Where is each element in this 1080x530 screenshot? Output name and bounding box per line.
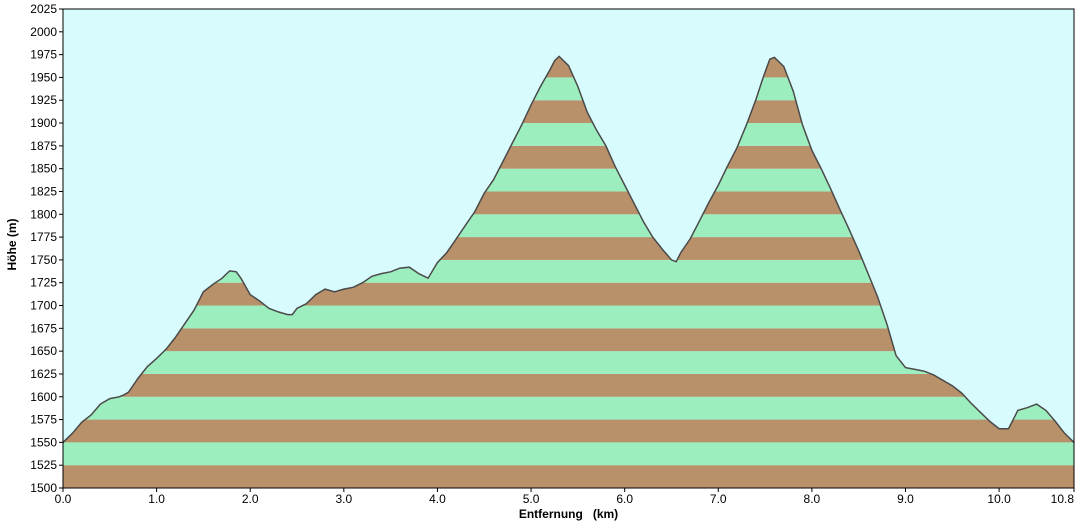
x-axis-title: Entfernung (km)	[519, 507, 618, 521]
y-tick-label: 1850	[30, 162, 57, 176]
y-tick-label: 1600	[30, 390, 57, 404]
elevation-band	[63, 328, 1074, 352]
y-tick-label: 1525	[30, 458, 57, 472]
y-tick-label: 2000	[30, 25, 57, 39]
x-tick-label: 5.0	[523, 492, 540, 506]
x-tick-label: 10.0	[987, 492, 1011, 506]
y-tick-label: 2025	[30, 2, 57, 16]
y-tick-label: 1550	[30, 435, 57, 449]
y-tick-label: 1925	[30, 93, 57, 107]
y-tick-label: 1900	[30, 116, 57, 130]
y-tick-label: 1825	[30, 184, 57, 198]
x-tick-label: 6.0	[616, 492, 633, 506]
elevation-band	[63, 419, 1074, 443]
y-tick-label: 1775	[30, 230, 57, 244]
x-tick-label: 10.8	[1051, 492, 1075, 506]
elevation-band	[63, 442, 1074, 466]
y-tick-label: 1625	[30, 367, 57, 381]
y-tick-label: 1975	[30, 48, 57, 62]
x-tick-label: 9.0	[897, 492, 914, 506]
y-axis: 1500 1525 1550 1575 1600 1625 1650 1675 1700 1725…	[30, 2, 63, 495]
y-tick-label: 1675	[30, 321, 57, 335]
y-tick-label: 1800	[30, 207, 57, 221]
x-tick-label: 3.0	[335, 492, 352, 506]
y-tick-label: 1575	[30, 413, 57, 427]
elevation-profile-line	[62, 55, 1075, 443]
plot-frame	[62, 8, 1075, 489]
y-tick-label: 1700	[30, 299, 57, 313]
x-tick-label: 2.0	[242, 492, 259, 506]
elevation-band	[63, 465, 1074, 488]
x-tick-label: 7.0	[710, 492, 727, 506]
x-tick-label: 8.0	[804, 492, 821, 506]
y-tick-label: 1725	[30, 276, 57, 290]
y-tick-label: 1650	[30, 344, 57, 358]
x-tick-label: 4.0	[429, 492, 446, 506]
elevation-band	[63, 396, 1074, 420]
x-tick-label: 0.0	[55, 492, 72, 506]
elevation-band	[63, 305, 1074, 329]
y-tick-label: 1750	[30, 253, 57, 267]
y-tick-label: 1950	[30, 70, 57, 84]
x-tick-label: 1.0	[148, 492, 165, 506]
y-tick-label: 1875	[30, 139, 57, 153]
elevation-band	[63, 351, 1074, 374]
y-tick-label: 1500	[30, 481, 57, 495]
elevation-band	[63, 373, 1074, 397]
x-axis: 0.0 1.0 2.0 3.0 4.0 5.0 6.0 7.0 8.0 9.0 10.0 10.8	[55, 488, 1075, 506]
y-axis-title: Höhe (m)	[5, 219, 19, 271]
